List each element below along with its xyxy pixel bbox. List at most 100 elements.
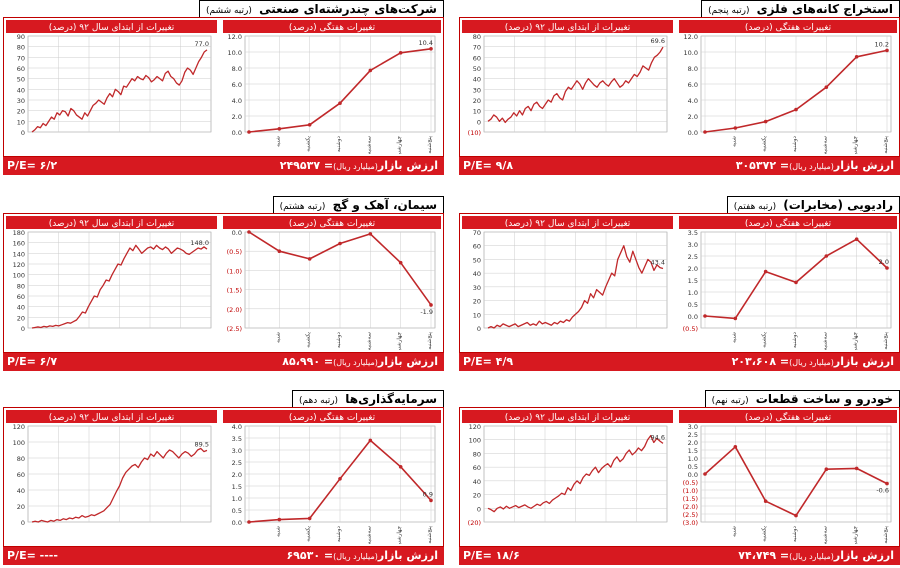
end-value-label: 43.4 [651, 258, 665, 266]
subtitle-band [223, 410, 441, 423]
chart-subtitle: تغییرات از ابتدای سال ۹۲ (درصد) [49, 219, 175, 229]
sector-name: رادیویی (مخابرات) [783, 198, 893, 212]
chart-subtitle: تغییرات از ابتدای سال ۹۲ (درصد) [49, 23, 175, 33]
data-point [885, 48, 889, 53]
data-point [703, 130, 707, 134]
market-value-unit: (میلیارد ریال) [333, 162, 378, 171]
equals-sign: = [323, 549, 334, 562]
data-point [763, 269, 768, 274]
y-tick-label: 3.0 [232, 447, 242, 455]
data-point [338, 477, 342, 481]
x-tick-label: یکشنبه [761, 526, 768, 542]
sector-rank: (رتبه هشتم) [279, 202, 326, 212]
x-tick-label: پنج‌شنبه [883, 332, 889, 350]
x-tick-label: شنبه [275, 332, 281, 343]
sector-title: سیمان، آهک و گچ (رتبه هشتم) [272, 196, 444, 217]
data-point [277, 517, 282, 522]
y-tick-label: 0 [477, 505, 481, 513]
y-tick-label: 1.0 [688, 289, 698, 297]
x-tick-label: پنج‌شنبه [427, 136, 433, 154]
panel-footer: ارزش بازار(میلیارد ریال)= ۳۰۵۳۷۲ P/E= ۹/۸ [459, 157, 900, 175]
y-tick-label: 20 [473, 492, 481, 500]
data-point [338, 101, 342, 105]
end-value-label: 69.6 [651, 37, 665, 45]
y-tick-label: 6.0 [688, 81, 698, 89]
x-tick-label: دوشنبه [792, 525, 798, 542]
data-point [824, 85, 829, 89]
y-tick-label: 20 [17, 108, 25, 116]
y-tick-label: (1.5) [227, 287, 242, 295]
market-value-unit: (میلیارد ریال) [333, 552, 378, 561]
series-line [487, 46, 664, 124]
y-tick-label: 40 [17, 86, 25, 94]
y-tick-label: 50 [17, 76, 25, 84]
y-tick-label: 120 [13, 261, 25, 269]
y-tick-label: 0.5 [232, 507, 242, 515]
data-point [307, 123, 312, 127]
data-point [733, 316, 738, 321]
y-tick-label: 12.0 [228, 33, 242, 41]
subtitle-band [6, 216, 217, 229]
market-value-number: ۳۰۵۳۷۲ [735, 159, 777, 172]
chart-subtitle: تغییرات هفتگی (درصد) [745, 217, 832, 229]
market-value-label: ارزش بازار [833, 355, 894, 368]
y-tick-label: 80 [17, 44, 25, 52]
y-tick-label: 10.0 [228, 49, 242, 57]
x-tick-label: یکشنبه [305, 136, 312, 152]
y-tick-label: 60 [17, 293, 25, 301]
end-value-label: -1.9 [420, 308, 433, 316]
market-value-number: ۶۹۵۳۰ [286, 549, 321, 562]
x-tick-label: چهارشنبه [853, 136, 859, 154]
market-value-number: ۲۴۹۵۳۷ [279, 159, 321, 172]
y-tick-label: 120 [13, 423, 25, 431]
panel-footer: ارزش بازار(میلیارد ریال)= ۶۹۵۳۰ P/E= ---- [3, 547, 444, 565]
weekly-change-chart: تغییرات هفتگی (درصد) 0.0 0.5 1.0 1.5 2.0 2.5 3.… [223, 410, 441, 544]
weekly-change-chart: تغییرات هفتگی (درصد) (0.5) 0.0 0.5 1.0 1.5 2.0… [679, 216, 897, 350]
pe-ratio: P/E= ۶/۷ [7, 355, 58, 368]
subtitle-band [679, 410, 897, 423]
y-tick-label: (3.0) [683, 519, 698, 527]
x-tick-label: دوشنبه [792, 135, 798, 152]
subtitle-band [462, 20, 673, 33]
y-tick-label: 60 [473, 54, 481, 62]
end-value-label: 10.4 [419, 39, 433, 47]
ytd-change-chart: تغییرات از ابتدای سال ۹۲ (درصد) 0 10 20 30 40… [462, 216, 673, 333]
y-tick-label: 3.5 [688, 229, 698, 237]
sector-rank: (رتبه نهم) [711, 396, 749, 406]
equals-sign: = [779, 549, 790, 562]
y-tick-label: 70 [17, 54, 25, 62]
data-point [794, 107, 798, 112]
data-point [854, 466, 859, 471]
sector-panel: سرمایه‌گذاری‌ها (رتبه دهم) ارزش بازار(میل… [3, 390, 444, 568]
y-tick-label: 4.0 [232, 423, 242, 431]
y-tick-label: 10.0 [684, 49, 698, 57]
data-point [247, 520, 251, 524]
subtitle-band [679, 216, 897, 229]
x-tick-label: سه‌شنبه [366, 332, 372, 350]
x-tick-label: دوشنبه [336, 331, 342, 348]
chart-subtitle: تغییرات هفتگی (درصد) [289, 411, 376, 423]
sector-panel: سیمان، آهک و گچ (رتبه هشتم) ارزش بازار(می… [3, 196, 444, 374]
data-point [824, 467, 829, 471]
market-value-unit: (میلیارد ریال) [789, 162, 834, 171]
market-value: ارزش بازار(میلیارد ریال)= ۷۴،۷۴۹ [738, 547, 894, 566]
y-tick-label: 40 [473, 76, 481, 84]
y-tick-label: (2.5) [683, 511, 698, 519]
y-tick-label: 1.5 [232, 483, 242, 491]
sector-name: خودرو و ساخت قطعات [755, 392, 893, 406]
chart-subtitle: تغییرات از ابتدای سال ۹۲ (درصد) [505, 413, 631, 423]
y-tick-label: (2.0) [227, 306, 242, 314]
y-tick-label: 3.5 [232, 435, 242, 443]
y-tick-label: 2.5 [688, 253, 698, 261]
sector-panel: شرکت‌های چندرشته‌ای صنعتی (رتبه ششم) ارزش… [3, 0, 444, 178]
y-tick-label: 0.0 [232, 229, 242, 237]
data-point [307, 516, 312, 521]
x-tick-label: چهارشنبه [397, 526, 403, 544]
y-tick-label: 80 [17, 282, 25, 290]
y-tick-label: (0.5) [683, 325, 698, 333]
data-point [854, 55, 859, 59]
sector-panel: استخراج کانه‌های فلزی (رتبه پنجم) ارزش با… [459, 0, 900, 178]
y-tick-label: 1.5 [688, 447, 698, 455]
y-tick-label: 40 [473, 270, 481, 278]
data-point [277, 249, 282, 253]
